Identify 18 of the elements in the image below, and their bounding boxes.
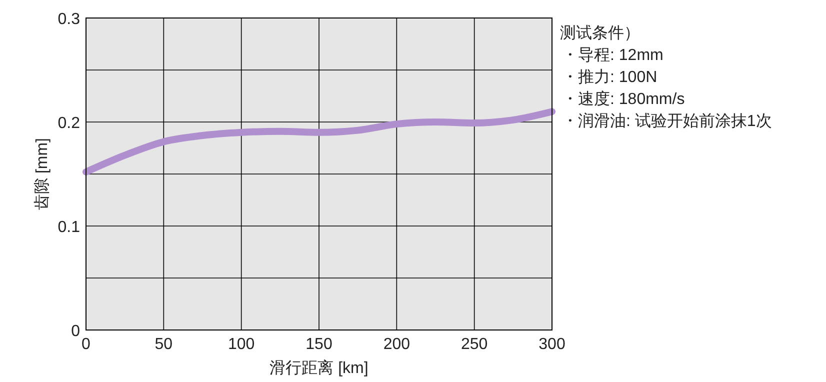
x-tick-label: 150: [306, 336, 332, 353]
text: ・推力: 100N: [562, 68, 658, 86]
y-tick-label: 0.3: [58, 11, 80, 28]
x-tick-label: 50: [154, 336, 173, 353]
x-tick-label: 300: [538, 336, 566, 353]
text: ・导程: 12mm: [562, 47, 664, 64]
x-axis-title: 滑行距离 [km]: [270, 359, 368, 377]
x-tick-label: 100: [228, 336, 255, 353]
text: ・速度: 180mm/s: [562, 90, 685, 108]
y-tick-label: 0.2: [58, 115, 80, 132]
text: ・润滑油: 试验开始前涂抹1次: [562, 112, 772, 130]
y-tick-label: 0.1: [58, 219, 80, 236]
text: 测试条件）: [560, 24, 640, 42]
x-tick-label: 0: [82, 336, 91, 353]
y-axis-title: 齿隙 [mm]: [33, 138, 51, 210]
x-tick-label: 250: [460, 336, 488, 353]
y-tick-label: 0: [71, 323, 80, 340]
x-tick-label: 200: [383, 336, 410, 353]
